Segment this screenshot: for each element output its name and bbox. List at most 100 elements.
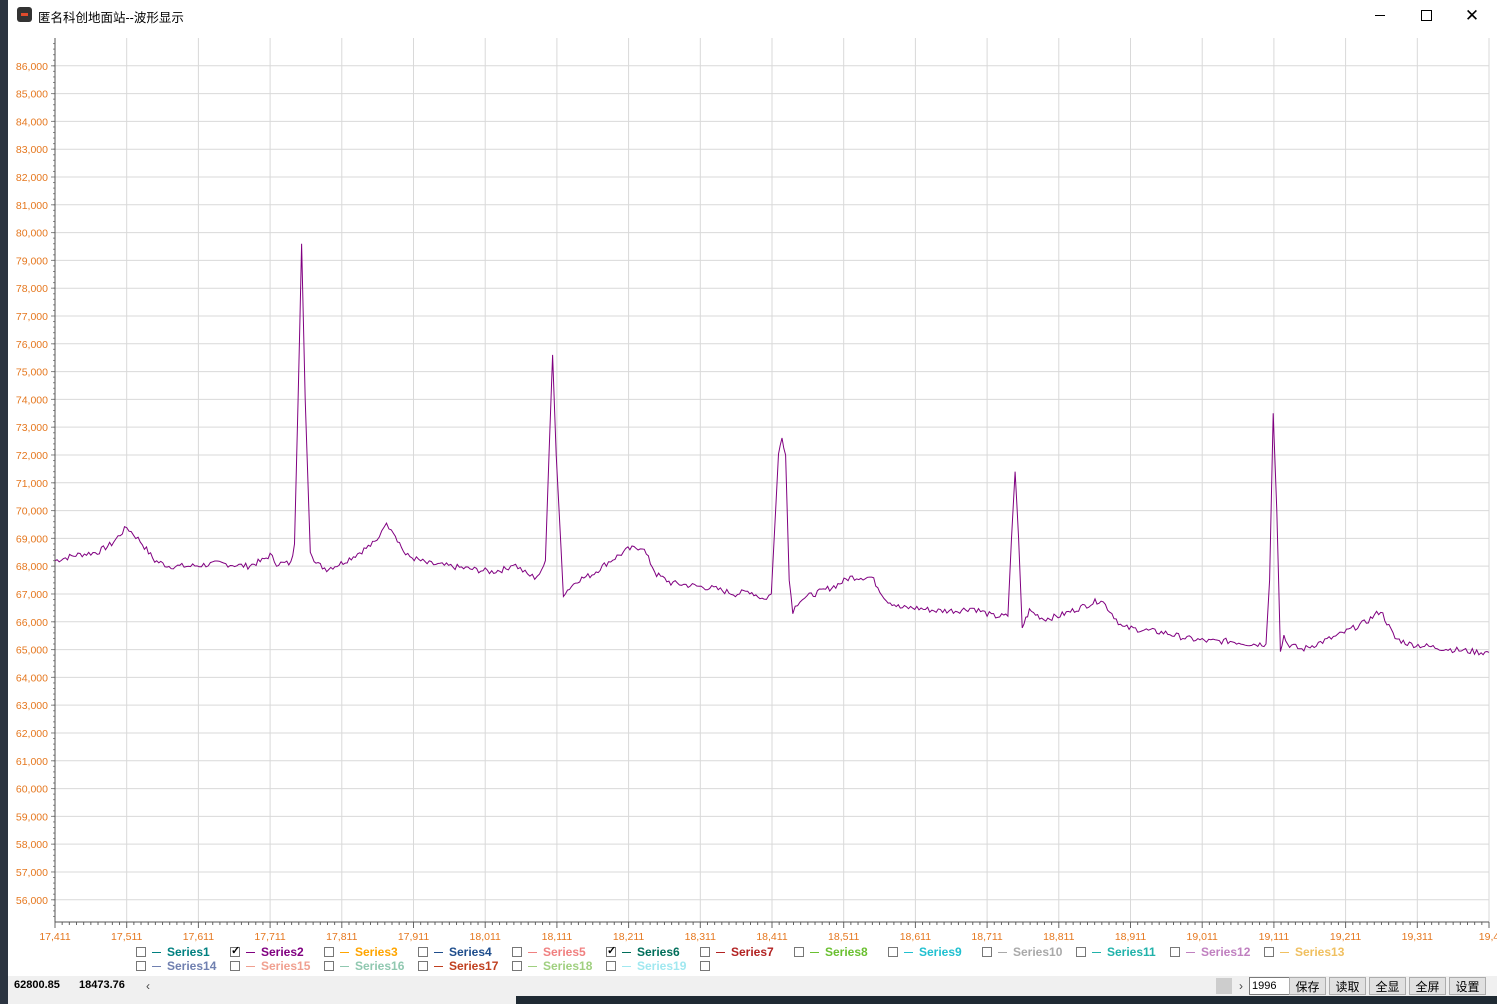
- legend-checkbox[interactable]: [1264, 947, 1274, 957]
- x-tick-label: 18,711: [971, 931, 1002, 943]
- legend-color-swatch: [340, 951, 349, 953]
- legend-label: Series9: [919, 945, 962, 959]
- legend-item[interactable]: Series1: [136, 945, 210, 959]
- legend-checkbox[interactable]: [606, 944, 616, 957]
- legend-checkbox[interactable]: [1076, 947, 1086, 957]
- x-tick-label: 17,611: [183, 931, 214, 943]
- legend-color-swatch: [1280, 951, 1289, 953]
- legend-item[interactable]: Series4: [418, 945, 492, 959]
- y-tick-label: 56,000: [16, 895, 48, 907]
- legend-label: Series6: [637, 945, 680, 959]
- status-bar: 62800.85 18473.76 ‹ › 保存 读取 全显 全屏 设置: [8, 976, 1497, 996]
- x-tick-label: 18,811: [1043, 931, 1074, 943]
- horizontal-scrollbar[interactable]: [158, 978, 1215, 994]
- y-tick-label: 79,000: [16, 255, 48, 267]
- x-tick-label: 17,511: [111, 931, 142, 943]
- y-tick-label: 76,000: [16, 339, 48, 351]
- legend-checkbox[interactable]: [230, 944, 240, 957]
- scrollbar-thumb[interactable]: [1216, 978, 1232, 994]
- y-tick-label: 80,000: [16, 228, 48, 240]
- legend-item[interactable]: Series8: [794, 945, 868, 959]
- scroll-left-arrow-icon[interactable]: ‹: [146, 979, 150, 993]
- y-tick-label: 86,000: [16, 61, 48, 73]
- scroll-right-arrow-icon[interactable]: ›: [1239, 979, 1243, 993]
- legend-checkbox[interactable]: [982, 947, 992, 957]
- legend-item[interactable]: Series5: [512, 945, 586, 959]
- y-tick-label: 84,000: [16, 116, 48, 128]
- x-tick-label: 18,611: [900, 931, 931, 943]
- legend-item[interactable]: Series3: [324, 945, 398, 959]
- close-button[interactable]: ✕: [1449, 0, 1495, 30]
- legend-label: Series1: [167, 945, 210, 959]
- chart-canvas[interactable]: 86,000 85,000 84,000 83,000 82,000 81,000 80,0…: [8, 30, 1497, 944]
- y-tick-label: 70,000: [16, 506, 48, 518]
- x-tick-label: 18,311: [685, 931, 716, 943]
- save-button[interactable]: 保存: [1289, 977, 1326, 995]
- legend-checkbox[interactable]: [512, 961, 522, 971]
- legend-item[interactable]: Series15: [230, 959, 310, 973]
- legend-checkbox[interactable]: [136, 961, 146, 971]
- title-bar[interactable]: 匿名科创地面站--波形显示 ✕: [8, 0, 1497, 30]
- legend-item[interactable]: Series2: [230, 944, 304, 959]
- app-icon: [17, 7, 32, 22]
- legend-item[interactable]: Series18: [512, 959, 592, 973]
- legend-item[interactable]: Series7: [700, 945, 774, 959]
- legend-label: Series16: [355, 959, 405, 973]
- legend-checkbox[interactable]: [324, 947, 334, 957]
- y-tick-label: 75,000: [16, 367, 48, 379]
- maximize-button[interactable]: [1403, 0, 1449, 30]
- y-tick-label: 81,000: [16, 200, 48, 212]
- legend-item[interactable]: Series10: [982, 945, 1062, 959]
- axes: [51, 38, 1490, 928]
- legend-item[interactable]: Series9: [888, 945, 962, 959]
- legend-item[interactable]: Series11: [1076, 945, 1156, 959]
- waveform-window: 匿名科创地面站--波形显示 ✕ 86,000 85,000 84,000 83,000…: [8, 0, 1497, 1004]
- legend-checkbox[interactable]: [606, 961, 616, 971]
- x-tick-label: 19,111: [1259, 931, 1290, 943]
- minimize-button[interactable]: [1357, 0, 1403, 30]
- legend-item[interactable]: Series16: [324, 959, 404, 973]
- legend-checkbox[interactable]: [794, 947, 804, 957]
- legend-checkbox[interactable]: [418, 961, 428, 971]
- cursor-x-readout: 18473.76: [79, 979, 125, 991]
- legend-checkbox[interactable]: [1170, 947, 1180, 957]
- desktop-background: [0, 0, 8, 1004]
- legend-checkbox[interactable]: [512, 947, 522, 957]
- legend-label: Series17: [449, 959, 499, 973]
- settings-button[interactable]: 设置: [1449, 977, 1486, 995]
- x-tick-label: 18,911: [1115, 931, 1146, 943]
- legend-label: Series8: [825, 945, 868, 959]
- legend-item[interactable]: Series14: [136, 959, 216, 973]
- series-lines: [54, 243, 1490, 656]
- legend-color-swatch: [622, 951, 631, 953]
- legend-item[interactable]: Series19: [606, 959, 686, 973]
- y-tick-label: 69,000: [16, 533, 48, 545]
- legend-checkbox[interactable]: [136, 947, 146, 957]
- y-tick-label: 67,000: [16, 589, 48, 601]
- point-count-input[interactable]: [1249, 977, 1291, 995]
- legend-checkbox[interactable]: [700, 947, 710, 957]
- legend-label: Series14: [167, 959, 217, 973]
- series-line-Series2: [54, 243, 1490, 656]
- y-tick-label: 83,000: [16, 144, 48, 156]
- legend-checkbox[interactable]: [230, 961, 240, 971]
- show-all-button[interactable]: 全显: [1369, 977, 1406, 995]
- legend-checkbox[interactable]: [418, 947, 428, 957]
- taskbar-edge: [516, 996, 1497, 1004]
- legend-color-swatch: [152, 965, 161, 967]
- legend-item[interactable]: Series12: [1170, 945, 1250, 959]
- close-icon: ✕: [1464, 5, 1480, 25]
- legend-color-swatch: [528, 951, 537, 953]
- legend-item[interactable]: Series17: [418, 959, 498, 973]
- legend-color-swatch: [810, 951, 819, 953]
- waveform-chart[interactable]: 86,000 85,000 84,000 83,000 82,000 81,000 80,0…: [8, 30, 1497, 974]
- legend-checkbox[interactable]: [700, 961, 710, 971]
- legend-item[interactable]: Series6: [606, 944, 680, 959]
- x-tick-label: 17,711: [254, 931, 285, 943]
- fullscreen-button[interactable]: 全屏: [1409, 977, 1446, 995]
- legend-checkbox[interactable]: [324, 961, 334, 971]
- legend-checkbox[interactable]: [888, 947, 898, 957]
- read-button[interactable]: 读取: [1329, 977, 1366, 995]
- legend-color-swatch: [716, 951, 725, 953]
- legend-item[interactable]: Series13: [1264, 945, 1344, 959]
